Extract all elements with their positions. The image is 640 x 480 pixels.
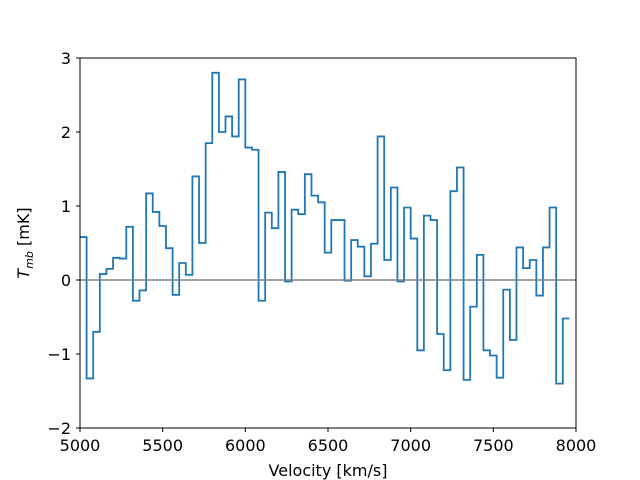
x-tick-label: 8000 bbox=[556, 436, 597, 455]
y-tick-label: −1 bbox=[47, 345, 71, 364]
y-axis-label-unit: [mK] bbox=[14, 207, 33, 251]
y-tick-label: 3 bbox=[61, 49, 71, 68]
x-tick-label: 7500 bbox=[473, 436, 514, 455]
y-axis-label-subscript: mb bbox=[23, 251, 36, 269]
x-tick-label: 6000 bbox=[225, 436, 266, 455]
x-tick-label: 6500 bbox=[308, 436, 349, 455]
y-axis-label-symbol: T bbox=[14, 268, 33, 279]
x-tick-label: 5000 bbox=[60, 436, 101, 455]
y-tick-label: 1 bbox=[61, 197, 71, 216]
y-axis-ticks: −2 −1 0 1 2 3 bbox=[47, 49, 80, 438]
plot-background bbox=[80, 58, 576, 428]
series-layer bbox=[80, 71, 570, 385]
y-tick-label: 0 bbox=[61, 271, 71, 290]
y-tick-label: 2 bbox=[61, 123, 71, 142]
y-axis-label: Tmb [mK] bbox=[14, 207, 36, 278]
x-tick-label: 5500 bbox=[142, 436, 183, 455]
x-tick-label: 7000 bbox=[390, 436, 431, 455]
x-axis-ticks: 5000 5500 6000 6500 7000 7500 8000 bbox=[60, 428, 597, 455]
y-tick-label: −2 bbox=[47, 419, 71, 438]
x-axis-label: Velocity [km/s] bbox=[269, 461, 388, 480]
series-line-0 bbox=[80, 71, 570, 385]
